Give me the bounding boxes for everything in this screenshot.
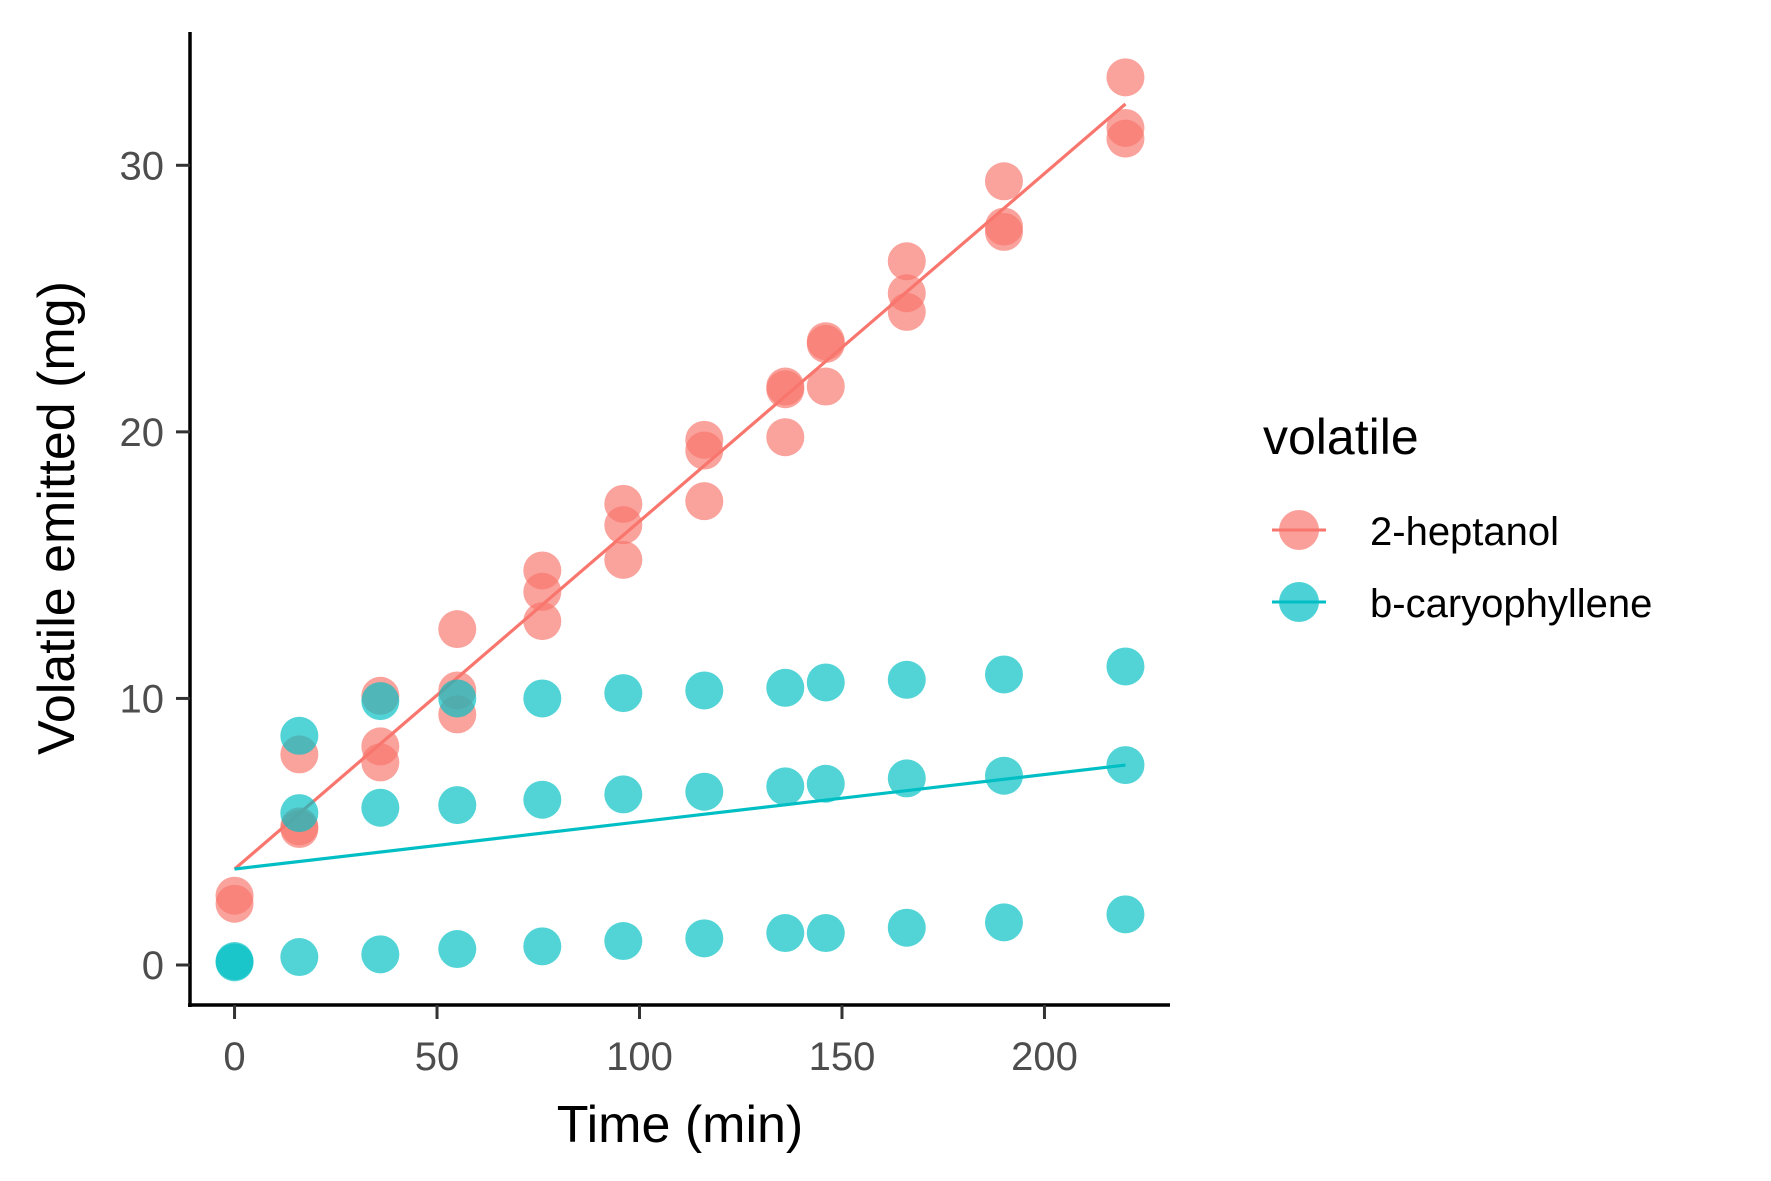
data-point-b-caryophyllene	[280, 716, 319, 755]
x-axis-ticks: 0 50 100 150 200	[223, 1005, 1078, 1079]
data-point-2-heptanol	[215, 876, 254, 915]
data-point-b-caryophyllene	[280, 938, 319, 977]
data-point-2-heptanol	[984, 162, 1023, 201]
x-tick-label: 100	[606, 1035, 673, 1079]
data-point-b-caryophyllene	[1106, 895, 1145, 934]
data-point-2-heptanol	[604, 540, 643, 579]
x-tick-label: 50	[415, 1035, 460, 1079]
data-point-b-caryophyllene	[766, 914, 805, 953]
x-axis-title: Time (min)	[557, 1096, 804, 1154]
data-point-2-heptanol	[1106, 108, 1145, 147]
data-point-2-heptanol	[523, 602, 562, 641]
data-point-2-heptanol	[1106, 58, 1145, 97]
data-point-b-caryophyllene	[806, 914, 845, 953]
data-point-b-caryophyllene	[280, 794, 319, 833]
data-point-b-caryophyllene	[438, 679, 477, 718]
data-point-b-caryophyllene	[1106, 647, 1145, 686]
data-point-b-caryophyllene	[604, 922, 643, 961]
data-point-2-heptanol	[523, 551, 562, 590]
data-point-2-heptanol	[361, 727, 400, 766]
data-point-2-heptanol	[887, 242, 926, 281]
y-axis-title: Volatile emitted (mg)	[28, 281, 86, 755]
data-point-2-heptanol	[685, 482, 724, 521]
data-point-b-caryophyllene	[604, 674, 643, 713]
data-point-b-caryophyllene	[766, 767, 805, 806]
data-point-2-heptanol	[604, 484, 643, 523]
data-point-b-caryophyllene	[438, 786, 477, 825]
data-point-b-caryophyllene	[984, 655, 1023, 694]
legend-key-point-b-caryophyllene	[1279, 582, 1319, 622]
data-point-b-caryophyllene	[806, 764, 845, 803]
data-point-b-caryophyllene	[1106, 746, 1145, 785]
data-point-b-caryophyllene	[685, 772, 724, 811]
data-point-2-heptanol	[887, 274, 926, 313]
y-tick-label: 20	[120, 411, 165, 455]
data-point-b-caryophyllene	[438, 930, 477, 969]
data-point-b-caryophyllene	[361, 788, 400, 827]
y-tick-label: 10	[120, 677, 165, 721]
data-point-2-heptanol	[766, 367, 805, 406]
data-point-b-caryophyllene	[523, 780, 562, 819]
data-point-b-caryophyllene	[984, 903, 1023, 942]
data-point-2-heptanol	[806, 367, 845, 406]
y-tick-label: 30	[120, 144, 165, 188]
data-point-b-caryophyllene	[523, 927, 562, 966]
data-point-b-caryophyllene	[806, 663, 845, 702]
data-point-b-caryophyllene	[215, 942, 254, 981]
legend-key-2-heptanol	[1272, 510, 1326, 550]
data-point-2-heptanol	[984, 207, 1023, 246]
y-axis-ticks: 0 10 20 30	[120, 144, 190, 988]
legend-key-b-caryophyllene	[1272, 582, 1326, 622]
legend-label-2-heptanol: 2-heptanol	[1370, 510, 1559, 554]
data-point-b-caryophyllene	[984, 756, 1023, 795]
legend: volatile 2-heptanol b-caryophyllene	[1263, 409, 1652, 626]
x-tick-label: 0	[223, 1035, 245, 1079]
data-point-b-caryophyllene	[887, 908, 926, 947]
data-point-b-caryophyllene	[523, 679, 562, 718]
data-point-b-caryophyllene	[685, 671, 724, 710]
data-point-b-caryophyllene	[604, 775, 643, 814]
fit-line-b-caryophyllene	[234, 763, 1126, 871]
x-tick-label: 150	[809, 1035, 876, 1079]
legend-title: volatile	[1263, 409, 1419, 465]
data-point-2-heptanol	[806, 322, 845, 361]
data-point-b-caryophyllene	[887, 759, 926, 798]
data-point-2-heptanol	[685, 420, 724, 459]
plot-area	[215, 58, 1145, 982]
x-tick-label: 200	[1011, 1035, 1078, 1079]
data-point-2-heptanol	[438, 610, 477, 649]
data-point-2-heptanol	[766, 418, 805, 457]
data-point-b-caryophyllene	[361, 935, 400, 974]
data-point-b-caryophyllene	[766, 668, 805, 707]
data-points	[215, 58, 1145, 982]
y-tick-label: 0	[142, 944, 164, 988]
legend-label-b-caryophyllene: b-caryophyllene	[1370, 582, 1652, 626]
data-point-b-caryophyllene	[685, 919, 724, 958]
data-point-b-caryophyllene	[887, 660, 926, 699]
legend-key-point-2-heptanol	[1279, 510, 1319, 550]
data-point-b-caryophyllene	[361, 682, 400, 721]
